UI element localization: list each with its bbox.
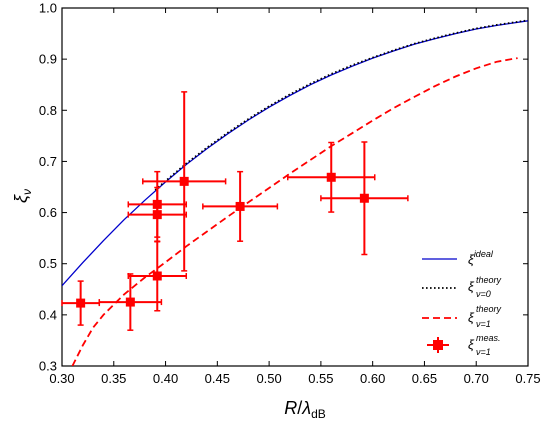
legend: ξideal ξ theory ν=0 ξ theory ν=1 ξ meas.… [422,249,502,357]
x-tick-label: 0.70 [464,371,489,386]
x-axis-title: R/λdB [284,398,326,421]
x-axis-ticks: 0.30 0.35 0.40 0.45 0.50 0.55 0.60 0.65 0.70 0.75 [49,8,541,386]
measured-marker [179,176,189,186]
y-tick-label: 1.0 [39,1,57,16]
x-tick-label: 0.60 [360,371,385,386]
y-axis-title-sub: ν [20,189,34,195]
x-axis-title-sep: / [297,398,302,418]
y-tick-label: 0.9 [39,52,57,67]
measured-marker [359,193,369,203]
legend-label-measured-sup: meas. [476,333,501,343]
measured-point [202,170,279,242]
legend-marker-measured [427,337,449,353]
x-axis-title-lambda: λ [301,398,311,418]
legend-label-ideal: ξideal [468,249,494,267]
measured-marker [76,298,86,308]
measured-points-layer [61,91,409,331]
y-tick-label: 0.6 [39,205,57,220]
measured-marker [235,201,245,211]
measured-marker [125,297,135,307]
y-axis-title: ξν [11,189,34,203]
x-tick-label: 0.75 [515,371,540,386]
x-tick-label: 0.30 [49,371,74,386]
legend-label-ideal-sup: ideal [474,249,494,259]
legend-marker-measured-square [433,340,443,350]
x-tick-label: 0.50 [256,371,281,386]
x-tick-label: 0.35 [101,371,126,386]
x-tick-label: 0.40 [153,371,178,386]
series-line-theory-nu1 [71,57,518,366]
measured-marker [326,172,336,182]
legend-label-theory-nu1-sub: ν=1 [476,319,491,329]
measured-point [127,170,188,238]
legend-label-theory-nu0-main: ξ [468,279,475,294]
x-tick-label: 0.65 [412,371,437,386]
measured-point [287,141,376,213]
measured-marker [152,271,162,281]
x-tick-label: 0.55 [308,371,333,386]
measured-point [320,141,409,256]
legend-label-theory-nu1-sup: theory [476,304,502,314]
legend-label-theory-nu0-sup: theory [476,275,502,285]
y-axis-ticks: 0.3 0.4 0.5 0.6 0.7 0.8 0.9 1.0 [39,1,528,374]
legend-label-theory-nu1: ξ [468,310,475,325]
legend-label-theory-nu0: ξ [468,279,475,294]
y-tick-label: 0.4 [39,307,57,322]
legend-label-measured: ξ [468,337,475,352]
y-tick-label: 0.5 [39,256,57,271]
legend-label-theory-nu1-main: ξ [468,310,475,325]
legend-label-theory-nu0-sub: ν=0 [476,289,491,299]
legend-label-ideal-main: ξ [468,252,475,267]
measured-point [127,240,188,312]
x-axis-title-sub: dB [311,407,326,421]
legend-label-measured-main: ξ [468,337,475,352]
y-tick-label: 0.7 [39,154,57,169]
y-tick-label: 0.3 [39,359,57,374]
measured-marker [152,199,162,209]
x-axis-title-main: R [284,398,297,418]
legend-label-measured-sub: ν=1 [476,347,491,357]
y-tick-label: 0.8 [39,103,57,118]
series-layer [62,19,528,366]
measured-point [142,91,227,272]
x-tick-label: 0.45 [205,371,230,386]
plot-area [61,7,529,367]
y-axis-title-main: ξ [11,194,31,203]
